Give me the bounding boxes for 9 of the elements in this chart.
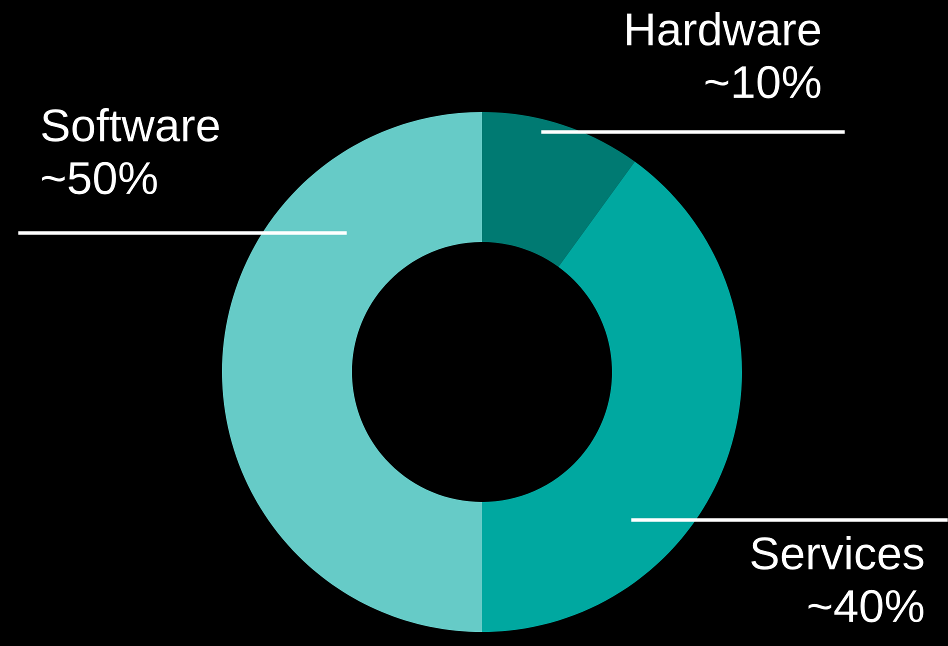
slice-label: Software (42, 108, 219, 142)
donut-slice (482, 162, 742, 632)
donut-slice (482, 112, 635, 267)
data-label: ~40% (808, 590, 924, 622)
slice-label: Hardware (627, 12, 820, 46)
data-label: ~10% (706, 66, 820, 98)
data-label: ~50% (42, 162, 157, 194)
donut-slice (222, 112, 482, 632)
slice-label: Services (751, 536, 924, 570)
